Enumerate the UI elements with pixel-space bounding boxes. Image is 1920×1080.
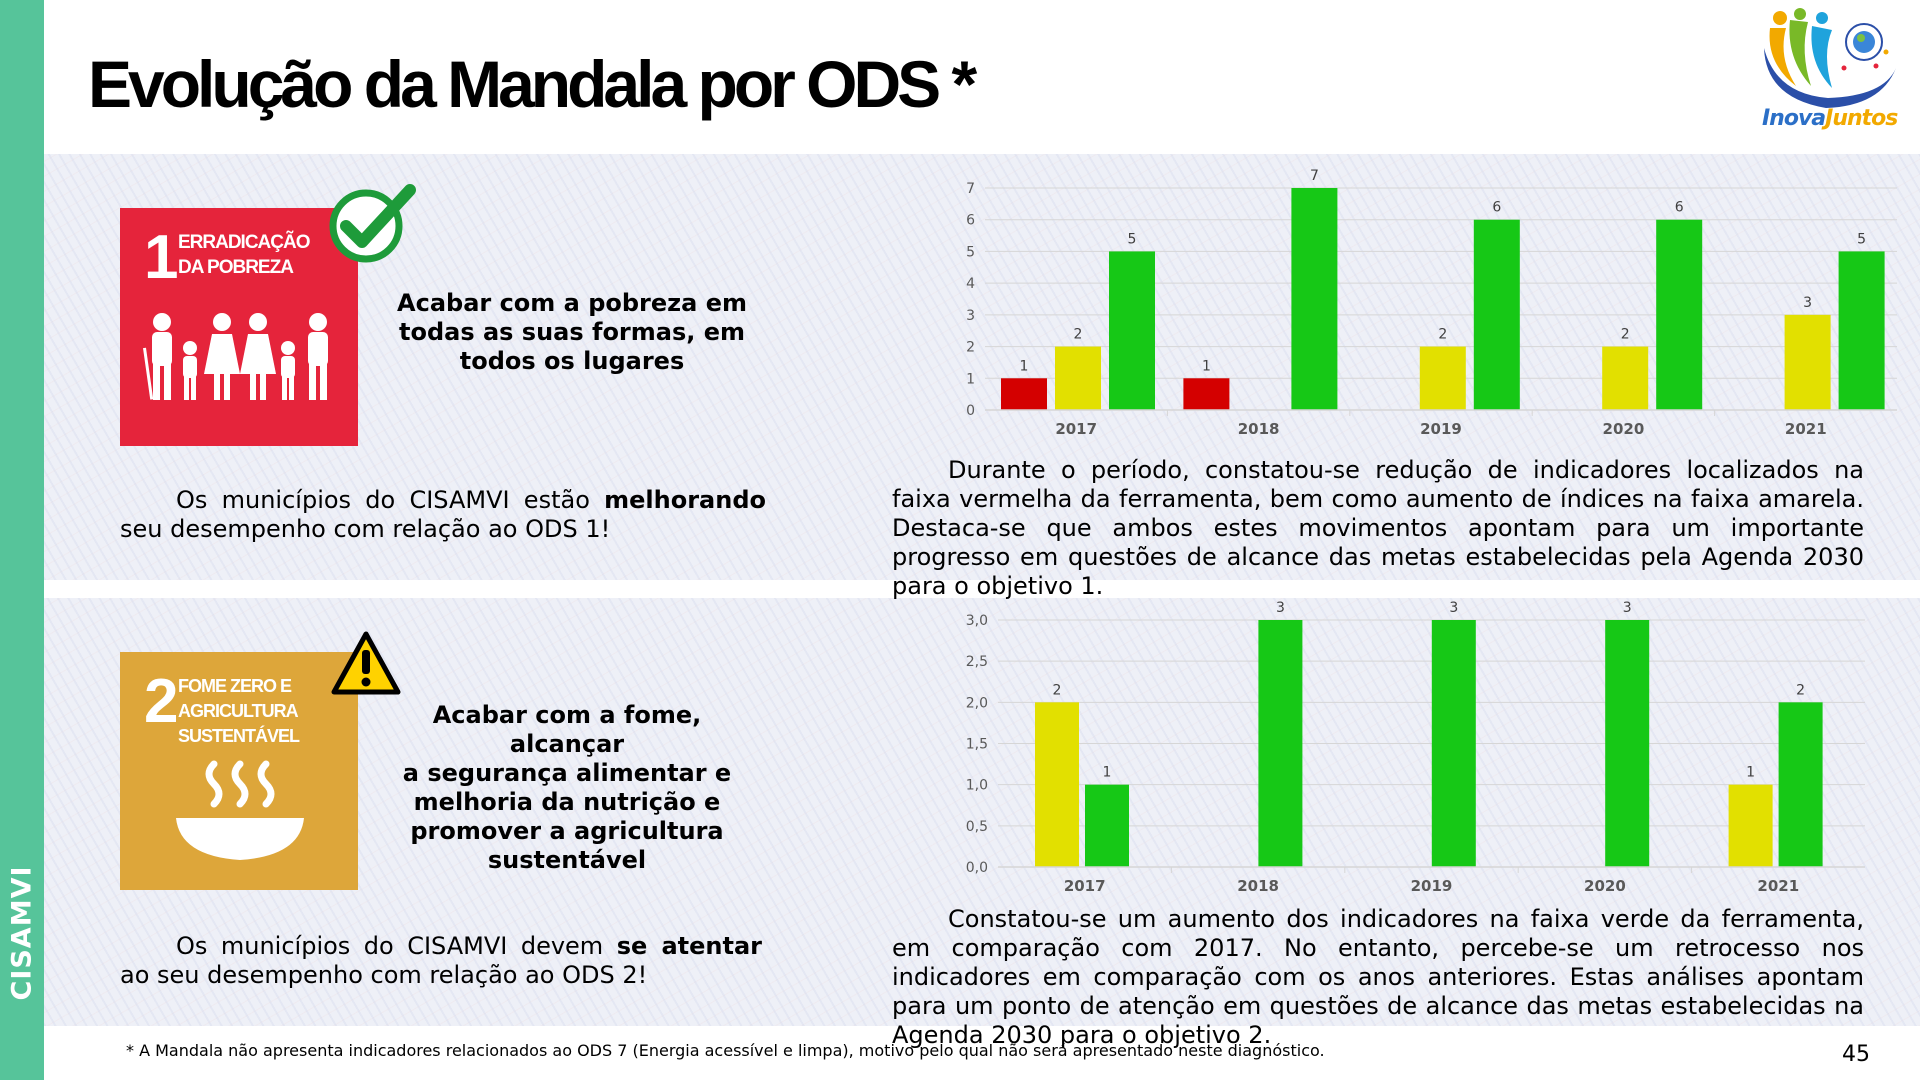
x-tick-label: 2020 — [1603, 420, 1645, 438]
bar-vermelho-2018 — [1183, 378, 1230, 410]
bar-value-label: 3 — [1449, 600, 1458, 616]
ods2-bar-chart: 0,0 0,5 1,0 1,5 2,0 2,5 3,0 2017 2 1 2018 3 2019 3 202… — [966, 600, 1865, 895]
ods1-number: 1 — [144, 223, 179, 292]
bar-amarelo-2021 — [1784, 314, 1831, 410]
bar-verde-2017 — [1085, 784, 1129, 867]
x-tick-label: 2017 — [1055, 420, 1097, 438]
bar-value-label: 6 — [1492, 200, 1501, 216]
checkmark-icon — [329, 184, 416, 263]
bar-value-label: 1 — [1746, 765, 1755, 781]
ods1-summary: Os municípios do CISAMVI estão melhorand… — [120, 486, 766, 543]
bar-value-label: 1 — [1103, 765, 1112, 781]
ods2-number: 2 — [144, 667, 179, 736]
logo-text: InovaJuntos — [1762, 106, 1898, 131]
y-tick-label: 0 — [966, 403, 975, 419]
bar-verde-2018 — [1291, 188, 1338, 410]
bar-value-label: 1 — [1202, 358, 1211, 374]
ods1-name: Erradicação da pobreza — [178, 232, 310, 278]
x-tick-label: 2021 — [1757, 877, 1799, 895]
y-tick-label: 1,0 — [966, 778, 988, 794]
x-tick-label: 2020 — [1584, 877, 1626, 895]
ods2-analysis: Constatou-se um aumento dos indicadores … — [892, 905, 1864, 1049]
bowl-icon — [176, 760, 304, 860]
ods1-analysis: Durante o período, constatou-se redução … — [892, 456, 1864, 600]
bar-verde-2019 — [1431, 620, 1476, 867]
bar-amarelo-2020 — [1602, 346, 1649, 410]
bar-value-label: 5 — [1128, 231, 1137, 247]
bar-amarelo-2021 — [1728, 784, 1773, 867]
y-tick-label: 1,5 — [966, 737, 988, 753]
x-tick-label: 2021 — [1785, 420, 1827, 438]
y-tick-label: 5 — [966, 244, 975, 260]
page-number: 45 — [1842, 1042, 1870, 1067]
bar-value-label: 3 — [1803, 295, 1812, 311]
bar-amarelo-2019 — [1419, 346, 1466, 410]
ods1-card: 1 Erradicação da pobreza — [120, 208, 358, 446]
y-tick-label: 7 — [966, 181, 975, 197]
ods2-summary: Os municípios do CISAMVI devem se atenta… — [120, 932, 763, 989]
bar-verde-2018 — [1258, 620, 1303, 867]
sidebar-label: CISAMVI — [6, 865, 38, 1001]
y-tick-label: 3 — [966, 308, 975, 324]
x-tick-label: 2018 — [1238, 420, 1280, 438]
x-tick-label: 2017 — [1064, 877, 1106, 895]
ods2-card: 2 Fome zero e agricultura sustentável — [120, 652, 358, 890]
bar-amarelo-2017 — [1055, 346, 1101, 410]
bar-value-label: 1 — [1020, 358, 1029, 374]
bar-value-label: 2 — [1074, 327, 1083, 343]
page-title: Evolução da Mandala por ODS * — [88, 47, 977, 121]
bar-value-label: 6 — [1675, 200, 1684, 216]
bar-value-label: 2 — [1438, 327, 1447, 343]
bar-value-label: 2 — [1621, 327, 1630, 343]
bar-verde-2019 — [1473, 219, 1520, 410]
y-tick-label: 2,0 — [966, 695, 988, 711]
bar-value-label: 5 — [1857, 231, 1866, 247]
bar-verde-2020 — [1656, 219, 1703, 410]
bar-vermelho-2017 — [1001, 378, 1047, 410]
x-tick-label: 2019 — [1411, 877, 1453, 895]
ods1-bar-chart: 0 1 2 3 4 5 6 7 2017 1 2 5 2018 1 7 2019 2 6 2020 2 6 2021 3 5 — [966, 168, 1897, 438]
ods2-name: Fome zero e agricultura sustentável — [178, 676, 300, 746]
x-tick-label: 2019 — [1420, 420, 1462, 438]
family-icon — [143, 313, 328, 400]
y-tick-label: 1 — [966, 371, 975, 387]
y-tick-label: 3,0 — [966, 613, 988, 629]
bar-verde-2021 — [1778, 702, 1823, 867]
y-tick-label: 6 — [966, 213, 975, 229]
bar-value-label: 2 — [1053, 682, 1062, 698]
bar-value-label: 3 — [1623, 600, 1632, 616]
y-tick-label: 4 — [966, 276, 975, 292]
bar-verde-2021 — [1838, 251, 1885, 410]
bar-verde-2017 — [1109, 251, 1155, 410]
footnote: * A Mandala não apresenta indicadores re… — [126, 1041, 1325, 1060]
bar-value-label: 2 — [1796, 682, 1805, 698]
bar-value-label: 7 — [1310, 168, 1319, 184]
ods2-goal-text: Acabar com a fome, alcançar a segurança … — [402, 701, 732, 874]
ods1-goal-text: Acabar com a pobreza em todas as suas fo… — [397, 289, 747, 375]
inovajuntos-logo — [1764, 8, 1896, 108]
y-tick-label: 0,0 — [966, 860, 988, 876]
bar-amarelo-2017 — [1035, 702, 1079, 867]
y-tick-label: 0,5 — [966, 819, 988, 835]
bar-verde-2020 — [1605, 620, 1650, 867]
bar-value-label: 3 — [1276, 600, 1285, 616]
y-tick-label: 2 — [966, 340, 975, 356]
warning-icon — [331, 631, 401, 695]
y-tick-label: 2,5 — [966, 654, 988, 670]
x-tick-label: 2018 — [1237, 877, 1279, 895]
sidebar: CISAMVI — [0, 0, 44, 1080]
